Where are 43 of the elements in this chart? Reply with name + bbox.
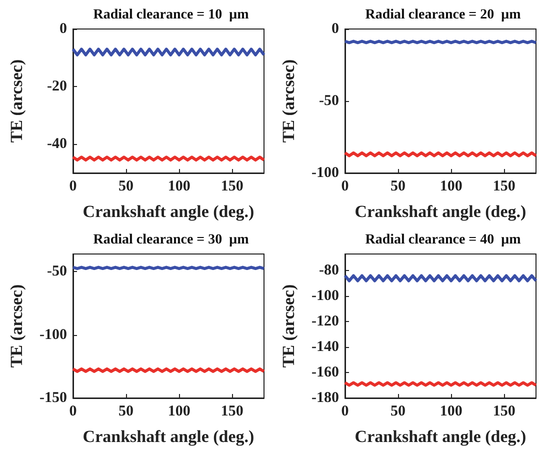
x-tick-label: 50 bbox=[118, 404, 134, 420]
y-tick-label: 0 bbox=[332, 21, 339, 37]
x-tick-label: 150 bbox=[492, 178, 516, 194]
y-tick-label: -150 bbox=[40, 390, 67, 406]
y-tick-label: -40 bbox=[47, 136, 67, 152]
x-tick-label: 50 bbox=[118, 178, 134, 194]
chart-title: Radial clearance = 10 μm bbox=[93, 8, 250, 22]
y-tick-label: -160 bbox=[312, 364, 339, 381]
x-tick-label: 150 bbox=[220, 178, 244, 194]
y-tick-label: -80 bbox=[319, 262, 339, 279]
x-tick-label: 0 bbox=[341, 178, 349, 194]
y-tick-label: -100 bbox=[312, 288, 339, 304]
x-tick-label: 100 bbox=[440, 404, 462, 420]
x-tick-label: 100 bbox=[440, 178, 462, 194]
x-tick-label: 0 bbox=[341, 404, 349, 420]
x-tick-label: 100 bbox=[168, 404, 190, 420]
y-axis-title: TE (arcsec) bbox=[279, 284, 298, 368]
chart-title: Radial clearance = 20 μm bbox=[365, 8, 522, 22]
y-axis-title: TE (arcsec) bbox=[279, 59, 298, 143]
x-tick-label: 50 bbox=[390, 178, 406, 194]
y-axis-title: TE (arcsec) bbox=[7, 59, 26, 143]
x-tick-label: 0 bbox=[69, 404, 77, 420]
x-axis-title: Crankshaft angle (deg.) bbox=[354, 202, 526, 221]
y-tick-label: 0 bbox=[60, 21, 67, 37]
y-tick-label: -120 bbox=[312, 314, 339, 330]
x-axis-title: Crankshaft angle (deg.) bbox=[354, 427, 526, 446]
chart-title: Radial clearance = 40 μm bbox=[365, 232, 522, 248]
x-tick-label: 0 bbox=[69, 178, 77, 194]
x-axis-title: Crankshaft angle (deg.) bbox=[82, 427, 254, 446]
y-tick-label: -50 bbox=[47, 264, 67, 280]
x-tick-label: 150 bbox=[492, 404, 516, 420]
y-tick-label: -140 bbox=[312, 339, 339, 356]
y-tick-label: -100 bbox=[40, 326, 67, 343]
x-tick-label: 50 bbox=[390, 404, 406, 420]
y-tick-label: -20 bbox=[47, 78, 67, 95]
x-tick-label: 100 bbox=[168, 178, 190, 194]
chart-title: Radial clearance = 30 μm bbox=[93, 232, 250, 248]
x-tick-label: 150 bbox=[220, 404, 244, 420]
y-axis-title: TE (arcsec) bbox=[7, 284, 26, 368]
y-tick-label: -50 bbox=[319, 93, 339, 109]
x-axis-title: Crankshaft angle (deg.) bbox=[82, 202, 254, 221]
y-tick-label: -100 bbox=[312, 165, 339, 181]
y-tick-label: -180 bbox=[312, 390, 339, 406]
